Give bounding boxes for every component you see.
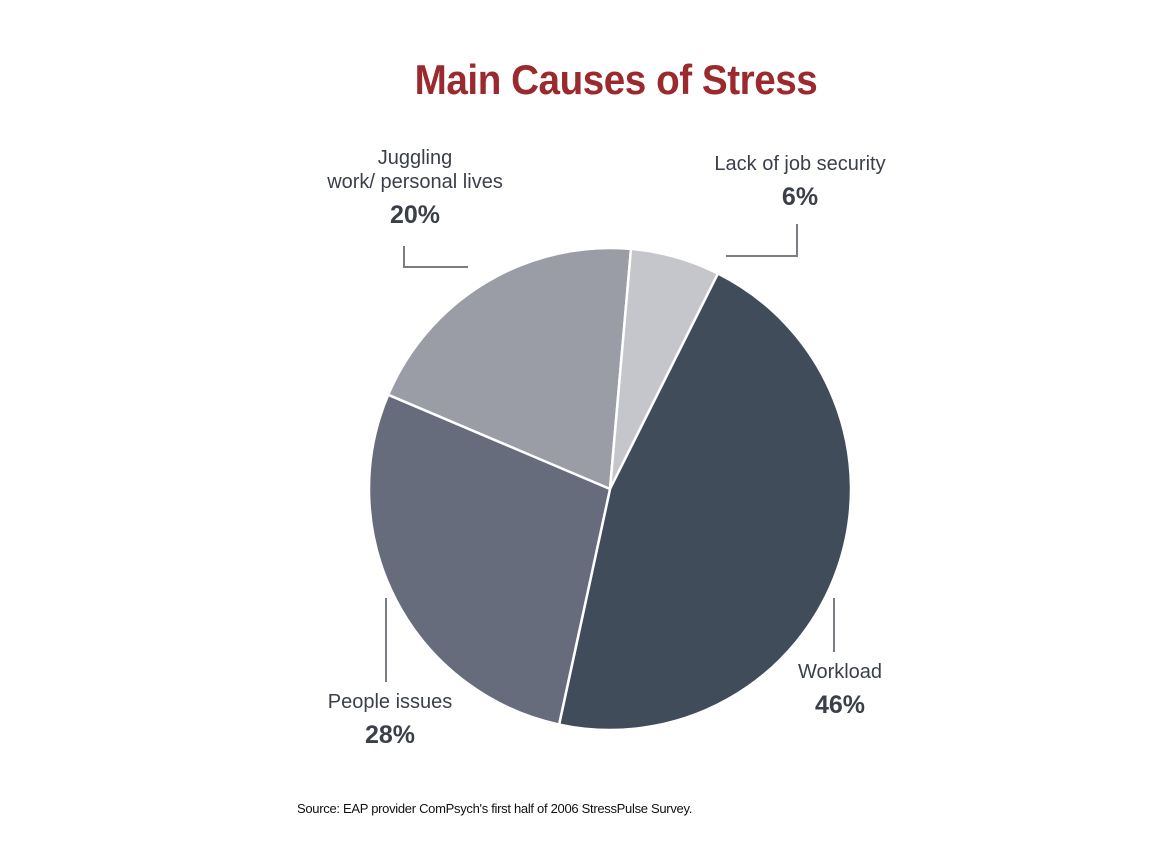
leader-lines (385, 224, 835, 682)
slice-people (367, 393, 612, 726)
slice-name-people: People issues (327, 691, 453, 713)
leader-line-juggling (403, 246, 468, 268)
leader-line-security (726, 224, 798, 257)
chart-title: Main Causes of Stress (414, 56, 818, 103)
slice-label-security: Lack of job security 6% (690, 152, 910, 212)
slice-name-juggling-line2: work/ personal lives (327, 171, 503, 193)
slice-juggling (386, 246, 633, 491)
slice-name-juggling-line1: Juggling (377, 147, 453, 169)
slice-value-juggling: 20% (389, 201, 441, 229)
slice-name-workload: Workload (797, 661, 883, 683)
slice-label-workload: Workload 46% (770, 660, 910, 720)
slice-label-people: People issues 28% (300, 690, 480, 750)
slice-name-security: Lack of job security (714, 153, 886, 175)
slice-label-juggling: Juggling work/ personal lives 20% (300, 146, 530, 230)
slice-value-security: 6% (781, 183, 819, 211)
source-note: Source: EAP provider ComPsych's first ha… (297, 801, 693, 816)
slice-workload (557, 272, 853, 732)
slice-value-people: 28% (364, 721, 416, 749)
pie-slices (367, 246, 853, 732)
slice-value-workload: 46% (814, 691, 866, 719)
